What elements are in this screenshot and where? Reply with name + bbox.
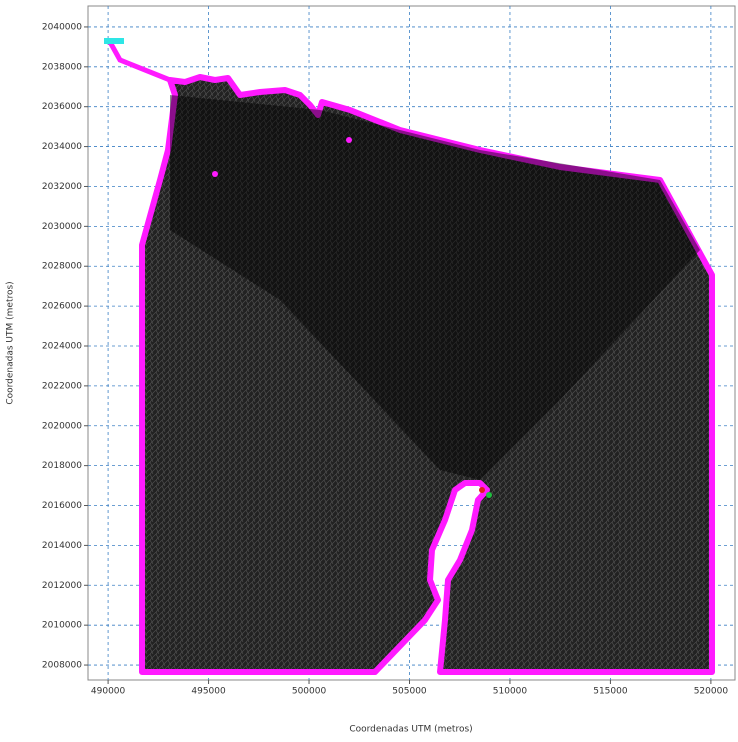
x-tick-label: 505000 — [392, 687, 427, 697]
y-tick-label: 2018000 — [42, 461, 82, 471]
x-axis-label: Coordenadas UTM (metros) — [349, 725, 472, 735]
chart: Coordenadas UTM (metros) Coordenadas UTM… — [0, 0, 738, 738]
y-tick-label: 2038000 — [42, 62, 82, 72]
y-tick-label: 2012000 — [42, 581, 82, 591]
x-tick-label: 510000 — [493, 687, 528, 697]
y-tick-label: 2010000 — [42, 621, 82, 631]
y-tick-label: 2032000 — [42, 182, 82, 192]
y-tick-label: 2024000 — [42, 341, 82, 351]
y-tick-label: 2030000 — [42, 222, 82, 232]
x-tick-label: 520000 — [694, 687, 729, 697]
y-tick-label: 2026000 — [42, 302, 82, 312]
x-tick-label: 500000 — [292, 687, 327, 697]
y-tick-label: 2034000 — [42, 142, 82, 152]
x-tick-label: 515000 — [593, 687, 628, 697]
x-tick-label: 490000 — [91, 687, 126, 697]
y-axis-label: Coordenadas UTM (metros) — [6, 281, 16, 404]
y-tick-label: 2028000 — [42, 262, 82, 272]
y-tick-label: 2022000 — [42, 381, 82, 391]
x-tick-label: 495000 — [191, 687, 226, 697]
y-tick-label: 2008000 — [42, 661, 82, 671]
y-tick-label: 2016000 — [42, 501, 82, 511]
y-tick-label: 2036000 — [42, 102, 82, 112]
y-tick-label: 2014000 — [42, 541, 82, 551]
y-tick-label: 2040000 — [42, 22, 82, 32]
y-tick-label: 2020000 — [42, 421, 82, 431]
